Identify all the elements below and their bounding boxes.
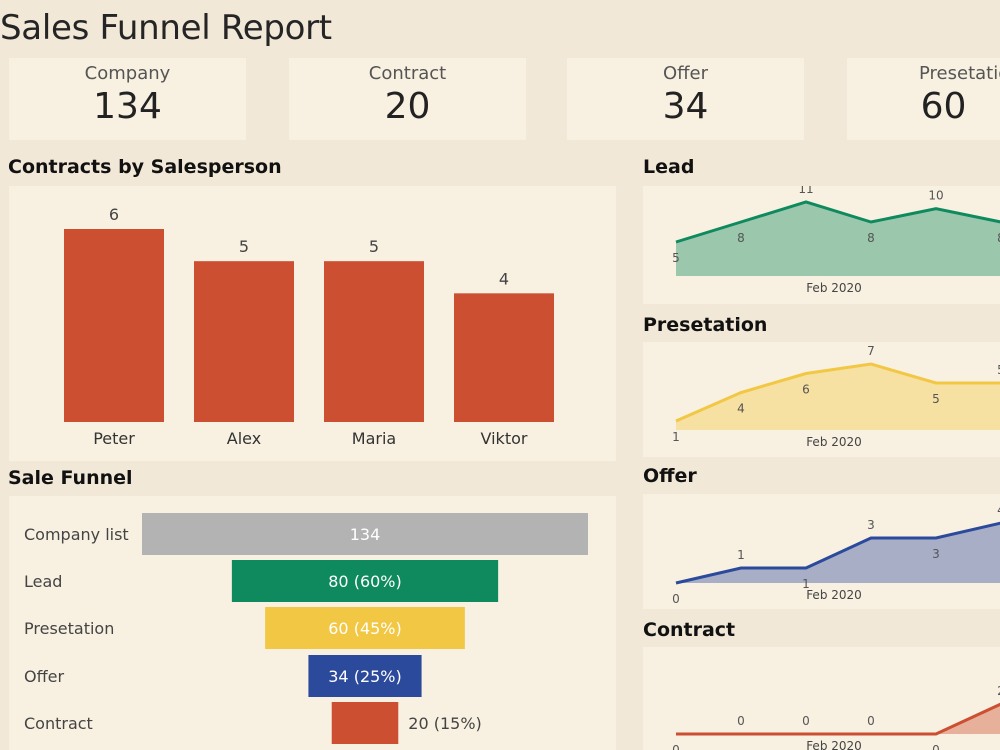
- page-title: Sales Funnel Report: [0, 8, 332, 48]
- data-label: 0: [672, 743, 680, 750]
- data-label: 7: [867, 344, 875, 358]
- data-label: 0: [802, 714, 810, 728]
- funnel-bar-lead: [231, 560, 499, 602]
- bar-alex: [194, 261, 294, 422]
- category-label: Peter: [93, 429, 135, 448]
- kpi-label: Presetation: [919, 63, 1000, 84]
- kpi-value: 20: [384, 86, 431, 127]
- category-label: Viktor: [481, 429, 528, 448]
- salesperson-bar-chart: 6 Peter 5 Alex 5 Maria 4 Viktor: [64, 205, 554, 448]
- kpi-label: Company: [84, 63, 171, 84]
- kpi-value: 134: [93, 86, 162, 127]
- kpi-label: Offer: [662, 63, 709, 84]
- presetation-chart-panel: 1 4 6 7 5 5 Feb 2020: [643, 342, 1000, 457]
- data-label: 6: [802, 383, 810, 397]
- area-fill: [676, 704, 1000, 734]
- area-fill: [676, 202, 1000, 276]
- area-fill: [676, 364, 1000, 430]
- x-axis-label: Feb 2020: [806, 739, 862, 750]
- lead-area-chart: 5 8 11 8 10 8 Feb 2020: [672, 186, 1000, 295]
- data-label: 3: [867, 518, 875, 532]
- data-label: 3: [932, 547, 940, 561]
- data-label: 6: [109, 205, 119, 224]
- kpi-value: 34: [662, 86, 709, 127]
- series-line: [676, 702, 1000, 736]
- data-label: 8: [867, 231, 875, 245]
- offer-area-chart: 0 1 1 3 3 4 Feb 2020: [672, 503, 1000, 606]
- data-label: 1: [737, 548, 745, 562]
- data-label: 10: [928, 189, 943, 203]
- category-label: Alex: [227, 429, 261, 448]
- funnel-stage-label: Presetation: [24, 619, 114, 638]
- contract-chart-title: Contract: [643, 619, 736, 641]
- funnel-value-label: 60 (45%): [328, 619, 402, 638]
- funnel-stage-label: Company list: [24, 525, 129, 544]
- funnel-stage-label: Contract: [24, 714, 93, 733]
- offer-chart-panel: 0 1 1 3 3 4 Feb 2020: [643, 494, 1000, 609]
- salesperson-chart-panel: 6 Peter 5 Alex 5 Maria 4 Viktor: [9, 186, 616, 461]
- data-label: 0: [737, 714, 745, 728]
- data-label: 5: [369, 237, 379, 256]
- x-axis-label: Feb 2020: [806, 281, 862, 295]
- data-label: 4: [997, 503, 1000, 517]
- series-line: [675, 521, 1000, 585]
- data-label: 0: [867, 714, 875, 728]
- data-label: 0: [672, 592, 680, 606]
- funnel-stage-label: Offer: [24, 667, 64, 686]
- lead-chart-panel: 5 8 11 8 10 8 Feb 2020: [643, 186, 1000, 304]
- data-label: 5: [239, 237, 249, 256]
- funnel-value-label: 134: [350, 525, 381, 544]
- funnel-bar-contract: [331, 702, 399, 744]
- data-label: 1: [802, 577, 810, 591]
- presetation-chart-title: Presetation: [643, 314, 768, 336]
- data-label: 1: [672, 430, 680, 444]
- data-label: 4: [499, 269, 509, 288]
- data-label: 5: [672, 251, 680, 265]
- series-line: [675, 200, 1000, 244]
- kpi-value: 60: [920, 86, 967, 127]
- data-label: 4: [737, 402, 745, 416]
- data-label: 11: [798, 186, 813, 196]
- category-label: Maria: [352, 429, 396, 448]
- kpi-card-company[interactable]: Company 134: [9, 58, 246, 140]
- kpi-label: Contract: [368, 63, 447, 84]
- funnel-value-label: 80 (60%): [328, 572, 402, 591]
- data-label: 0: [932, 743, 940, 750]
- funnel-bar-company-list: [142, 513, 588, 555]
- offer-chart-title: Offer: [643, 465, 697, 487]
- funnel-bar-offer: [308, 655, 422, 697]
- data-label: 5: [997, 363, 1000, 377]
- x-axis-label: Feb 2020: [806, 435, 862, 449]
- data-label: 2: [997, 684, 1000, 698]
- contract-chart-panel: 0 0 0 0 0 2 Feb 2020: [643, 647, 1000, 750]
- kpi-card-contract[interactable]: Contract 20: [289, 58, 526, 140]
- funnel-chart-title: Sale Funnel: [8, 467, 133, 489]
- bar-peter: [64, 229, 164, 422]
- kpi-card-offer[interactable]: Offer 34: [567, 58, 804, 140]
- funnel-chart-panel: Company list 134 Lead 80 (60%) Presetation 60…: [9, 496, 616, 750]
- x-axis-label: Feb 2020: [806, 588, 862, 602]
- kpi-card-presetation[interactable]: Presetation 60: [847, 58, 1000, 140]
- salesperson-chart-title: Contracts by Salesperson: [8, 156, 282, 178]
- series-line: [675, 362, 1000, 423]
- funnel-stage-label: Lead: [24, 572, 62, 591]
- contract-area-chart: 0 0 0 0 0 2 Feb 2020: [672, 684, 1000, 750]
- lead-chart-title: Lead: [643, 156, 695, 178]
- funnel-bar-presetation: [265, 607, 465, 649]
- bar-maria: [324, 261, 424, 422]
- data-label: 8: [737, 231, 745, 245]
- bar-viktor: [454, 293, 554, 422]
- funnel-value-label: 20 (15%): [408, 714, 482, 733]
- presetation-area-chart: 1 4 6 7 5 5 Feb 2020: [672, 344, 1000, 449]
- funnel-chart: Company list 134 Lead 80 (60%) Presetation 60…: [24, 513, 588, 744]
- data-label: 8: [997, 231, 1000, 245]
- data-label: 5: [932, 392, 940, 406]
- funnel-value-label: 34 (25%): [328, 667, 402, 686]
